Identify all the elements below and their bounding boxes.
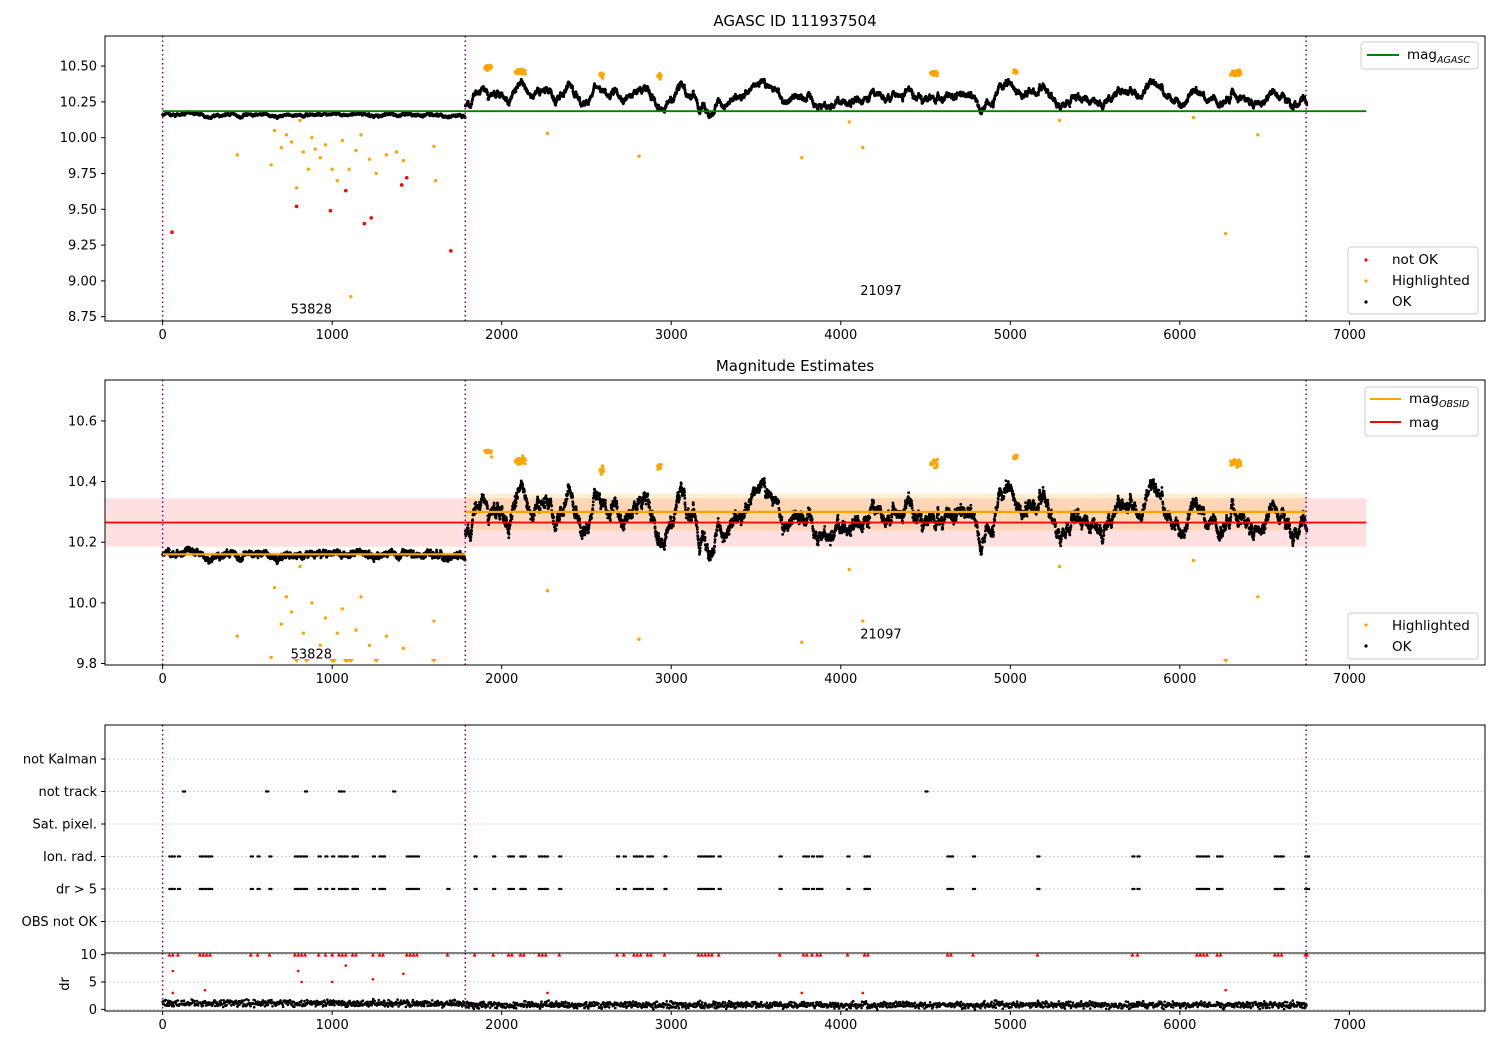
ok-point [820,107,823,111]
ok-point [777,88,781,92]
ok-point [653,97,657,101]
ok-point [683,83,686,87]
panel-title: AGASC ID 111937504 [713,12,876,30]
ok-point [514,90,518,93]
ok-point [993,97,997,101]
ok-point [901,97,905,101]
ok-point [695,98,699,102]
ok-point [984,103,987,107]
ok-point [604,88,607,92]
ok-point [805,99,809,102]
ok-point [643,84,646,87]
ok-point [587,103,590,106]
ok-point [976,100,979,104]
ok-point [578,96,582,100]
ok-point [757,85,761,88]
ok-point [558,97,562,101]
ok-point [692,89,695,93]
ok-point [486,90,489,94]
ok-point [571,87,575,90]
